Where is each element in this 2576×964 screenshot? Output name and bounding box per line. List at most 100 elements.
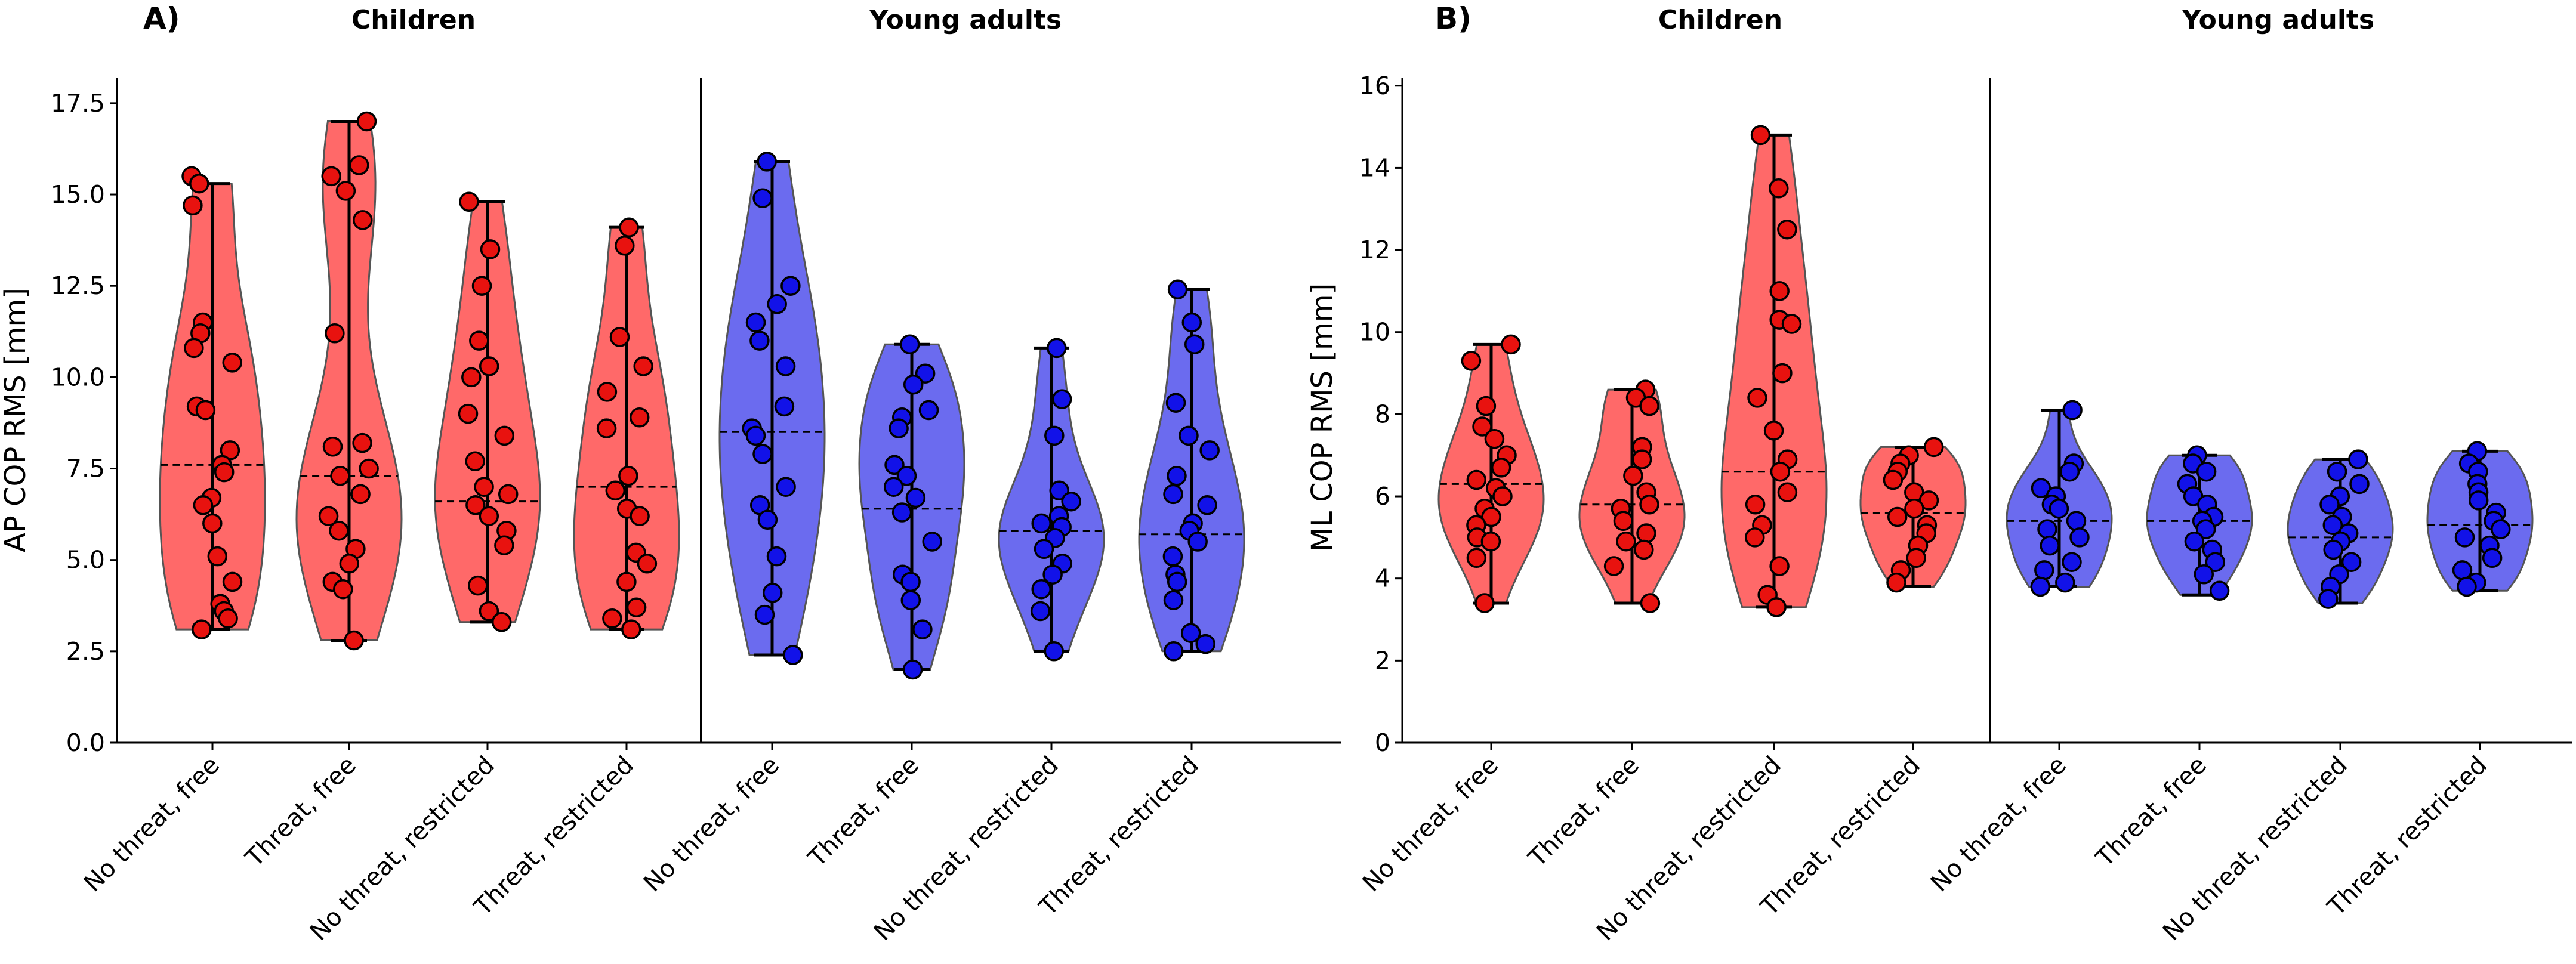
panel-b-adults-0-data-point (2034, 560, 2054, 580)
panel-a-adults-0-data-point (767, 294, 787, 314)
panel-a-children-2-data-point (474, 477, 494, 497)
panel-a-children-0-data-point (192, 619, 212, 639)
panel-a-adults-0-data-point (776, 477, 796, 497)
panel-a-group-children-title: Children (351, 5, 476, 35)
panel-a-adults-3-data-point (1181, 312, 1202, 333)
panel-a-children-1-data-point (330, 466, 350, 486)
panel-b-adults-2-data-point (2319, 495, 2340, 515)
panel-a-children-2-data-point (461, 367, 482, 388)
panel-a-children-0-data-point (222, 571, 243, 592)
panel-a-adults-3-data-point (1165, 393, 1186, 413)
panel-a-children-1-data-point (356, 111, 377, 132)
panel-b-adults-0-data-point (2066, 511, 2087, 532)
panel-a-adults-3-data-point (1197, 495, 1217, 515)
panel-b-children-2-data-point (1777, 219, 1797, 240)
panel-a-children-3-data-point (629, 407, 650, 428)
panel-a-adults-0-violin-group (718, 152, 826, 665)
panel-a-children-3-data-point (615, 236, 635, 256)
panel-b-children-0-data-point (1472, 416, 1492, 437)
panel-a-adults-3-data-point (1163, 590, 1184, 610)
panel-b-children-0-data-point (1492, 486, 1513, 506)
panel-a-children-1-data-point (344, 630, 364, 651)
panel-b-children-2-data-point (1747, 388, 1767, 408)
panel-a-adults-0-data-point (757, 509, 778, 530)
panel-b-adults-1-data-point (2196, 461, 2217, 482)
panel-a-children-0-violin-group (159, 166, 266, 639)
panel-a-label: A) (143, 1, 180, 36)
panel-a-ytick-label-4: 10.0 (51, 363, 105, 391)
panel-a-adults-1-data-point (903, 374, 924, 395)
panel-b-children-2-data-point (1769, 178, 1789, 199)
panel-a-adults-0-data-point (762, 583, 783, 603)
panel-a-adults-1-data-point (884, 455, 905, 475)
panel-b-x-ticks: No threat, free Threat, free No threat, … (1357, 743, 2492, 946)
panel-a-children-2-violin-group (434, 191, 541, 632)
panel-a-children-2-data-point (479, 356, 499, 376)
panel-b-ytick-label-4: 8 (1375, 400, 1390, 428)
panel-b-adults-0-data-point (2062, 400, 2083, 421)
panel-b-label: B) (1435, 1, 1471, 36)
panel-a-adults-1-data-point (896, 466, 917, 486)
panel-a-children-3-data-point (630, 506, 650, 526)
panel-a-children-1-data-point (335, 181, 356, 201)
panel-a-children-3-data-point (633, 356, 653, 376)
panel-a-adults-3-data-point (1195, 634, 1215, 654)
panel-b-children-2-data-point (1769, 281, 1790, 301)
panel-a-children-0-data-point (207, 546, 228, 567)
panel-a-adults-3-data-point (1167, 571, 1187, 592)
panel-a-children-1-data-point (325, 323, 345, 344)
panel-a-violins (159, 111, 1245, 680)
panel-a-adults-2-data-point (1042, 564, 1063, 585)
panel-b-y-ticks: 0 2 4 6 8 10 12 14 16 (1359, 72, 1402, 757)
panel-b-adults-0-data-point (2030, 576, 2051, 597)
panel-b-children-2-data-point (1745, 527, 1765, 548)
panel-b-adults-2-violin-group (2287, 449, 2394, 609)
panel-a-children-1-data-point (353, 210, 373, 230)
panel-a-children-0-data-point (222, 353, 242, 373)
panel-b-adults-2-data-point (2349, 474, 2370, 495)
panel-b-group-children-title: Children (1658, 5, 1782, 35)
panel-a-children-3-data-point (626, 597, 647, 618)
panel-b-children-3-data-point (1883, 469, 1904, 490)
panel-b-adults-0-data-point (2055, 572, 2075, 593)
panel-a-children-2-data-point (479, 601, 499, 622)
panel-a-adults-3-data-point (1184, 334, 1205, 354)
panel-b-children-1-data-point (1623, 465, 1643, 486)
panel-b-xtick-label-4: No threat, free (1925, 750, 2072, 897)
panel-b-ytick-label-3: 6 (1375, 482, 1390, 511)
panel-b-adults-2-data-point (2327, 461, 2347, 482)
panel-a-adults-2-data-point (1051, 389, 1072, 409)
panel-a-adults-2-data-point (1044, 641, 1065, 662)
panel-a-adults-2-data-point (1061, 491, 1081, 512)
panel-a-children-0-data-point (183, 195, 203, 216)
panel-a-xtick-label-1: Threat, free (239, 750, 362, 873)
panel-b-children-2-data-point (1766, 597, 1787, 617)
panel-b-children-0-data-point (1484, 428, 1505, 449)
panel-b-adults-3-data-point (2457, 576, 2477, 597)
panel-b-ytick-label-8: 16 (1359, 72, 1390, 100)
panel-a-adults-0-data-point (780, 276, 801, 296)
panel-a-children-0-data-point (193, 495, 214, 515)
panel-b-children-1-data-point (1631, 449, 1652, 469)
panel-a-adults-1-data-point (905, 487, 926, 508)
panel-a-adults-0-data-point (752, 444, 773, 464)
panel-a-ytick-label-7: 17.5 (51, 89, 105, 118)
panel-a-adults-1-data-point (900, 590, 921, 610)
panel-b-children-2-violin-group (1720, 125, 1828, 617)
panel-a-children-3-data-point (602, 608, 622, 629)
panel-a-adults-0-data-point (766, 546, 787, 567)
panel-b-adults-3-violin-group (2426, 441, 2534, 597)
panel-a-children-3-data-point (619, 217, 639, 237)
panel-a-children-2-data-point (479, 506, 499, 526)
panel-a-ytick-label-6: 15.0 (51, 180, 105, 209)
panel-b: B) Children Young adults ML COP RMS [mm]… (1306, 1, 2572, 946)
panel-b-adults-2-data-point (2318, 589, 2339, 609)
panel-a-adults-0-data-point (775, 356, 796, 376)
panel-a-ytick-label-3: 7.5 (66, 455, 105, 483)
panel-a-adults-3-data-point (1187, 532, 1208, 552)
panel-b-children-2-data-point (1769, 556, 1790, 576)
panel-b-adults-1-data-point (2205, 552, 2226, 572)
panel-a-children-1-data-point (352, 432, 372, 453)
panel-b-adults-3-data-point (2491, 519, 2511, 539)
